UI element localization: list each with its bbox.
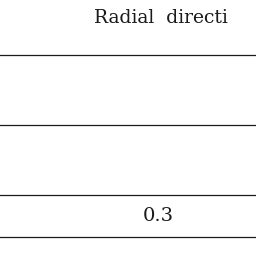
Text: 0.3: 0.3	[143, 207, 174, 225]
Text: Radial  directi: Radial directi	[94, 9, 228, 27]
